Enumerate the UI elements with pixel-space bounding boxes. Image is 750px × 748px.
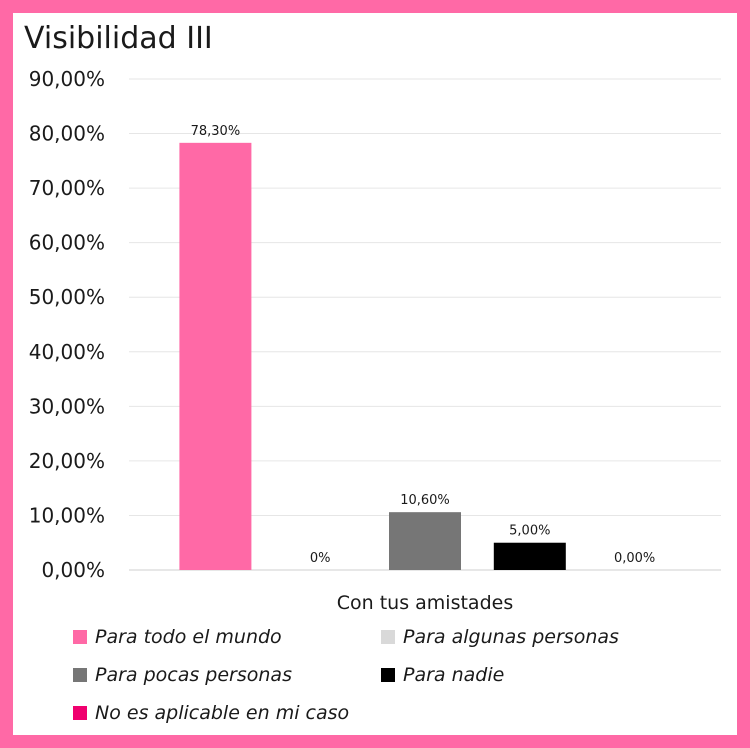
legend-item-no-es-aplicable: No es aplicable en mi caso bbox=[73, 701, 349, 725]
data-label: 10,60% bbox=[400, 493, 450, 508]
bars bbox=[179, 142, 566, 570]
data-label: 0% bbox=[310, 551, 331, 566]
y-tick-label: 60,00% bbox=[29, 231, 105, 255]
chart-title: Visibilidad III bbox=[24, 21, 213, 56]
x-category-label: Con tus amistades bbox=[337, 592, 513, 613]
legend-label: Para todo el mundo bbox=[95, 626, 282, 648]
data-label: 0,00% bbox=[614, 551, 655, 566]
y-tick-label: 80,00% bbox=[29, 122, 105, 146]
y-tick-label: 20,00% bbox=[29, 449, 105, 473]
legend-item-para-todo-el-mundo: Para todo el mundo bbox=[73, 625, 282, 649]
legend-swatch bbox=[381, 668, 395, 682]
legend-label: Para nadie bbox=[403, 664, 505, 686]
y-tick-label: 50,00% bbox=[29, 285, 105, 309]
legend-label: Para algunas personas bbox=[403, 626, 619, 648]
bar bbox=[389, 512, 461, 570]
data-label: 78,30% bbox=[191, 124, 241, 139]
bar bbox=[493, 542, 566, 570]
legend-swatch bbox=[381, 630, 395, 644]
legend-item-para-algunas-personas: Para algunas personas bbox=[381, 625, 619, 649]
legend-swatch bbox=[73, 706, 87, 720]
bar-chart: 0,00% 10,00% 20,00% 30,00% 40,00% 50,00% 60,00… bbox=[29, 67, 721, 613]
legend-label: No es aplicable en mi caso bbox=[95, 702, 350, 724]
bar bbox=[179, 142, 252, 570]
legend-item-para-pocas-personas: Para pocas personas bbox=[73, 663, 292, 687]
data-label: 5,00% bbox=[509, 524, 550, 539]
y-tick-label: 40,00% bbox=[29, 340, 105, 364]
chart-frame: Visibilidad III 0,00% 10,00% 20,00% 30,00% 4… bbox=[13, 13, 737, 735]
y-tick-label: 70,00% bbox=[29, 176, 105, 200]
legend-swatch bbox=[73, 668, 87, 682]
y-tick-label: 90,00% bbox=[29, 67, 105, 91]
legend-item-para-nadie: Para nadie bbox=[381, 663, 504, 687]
legend-swatch bbox=[73, 630, 87, 644]
y-tick-label: 10,00% bbox=[29, 503, 105, 527]
y-tick-label: 0,00% bbox=[41, 558, 105, 582]
data-labels: 78,30% 0% 10,60% 5,00% 0,00% bbox=[191, 124, 656, 566]
y-axis-ticks: 0,00% 10,00% 20,00% 30,00% 40,00% 50,00% 60,00… bbox=[29, 67, 105, 582]
y-tick-label: 30,00% bbox=[29, 394, 105, 418]
legend-label: Para pocas personas bbox=[95, 664, 292, 686]
